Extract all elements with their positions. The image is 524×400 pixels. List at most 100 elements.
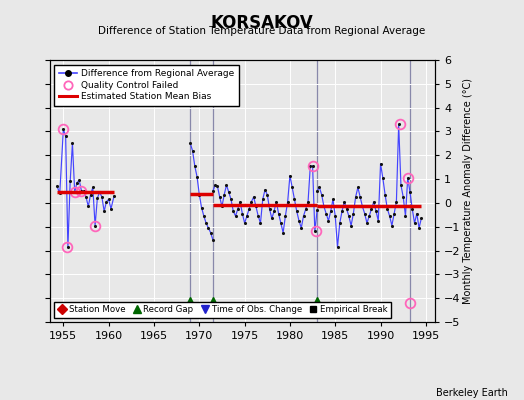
Point (410, 220, 419, 226)
Point (386, 213, 394, 219)
Point (304, 198, 312, 205)
Point (198, 204, 206, 211)
Point (95, 189, 104, 195)
Point (299, 213, 308, 219)
Point (283, 198, 292, 205)
Point (249, 194, 258, 200)
Point (193, 174, 201, 180)
Point (333, 244, 342, 250)
Point (265, 206, 274, 212)
Point (229, 208, 237, 214)
Point (104, 196, 113, 202)
Point (56, 190, 64, 196)
Point (268, 215, 276, 222)
Point (236, 198, 244, 205)
Point (415, 225, 423, 231)
Point (326, 208, 335, 214)
Point (349, 210, 357, 217)
Point (379, 175, 387, 181)
Point (227, 196, 235, 202)
Point (213, 183, 222, 190)
Point (263, 191, 271, 198)
Point (258, 196, 267, 202)
Point (376, 160, 385, 167)
Point (338, 208, 346, 214)
Point (243, 213, 251, 219)
Text: KORSAKOV: KORSAKOV (211, 14, 313, 32)
Point (75, 177, 83, 184)
Point (84, 203, 93, 210)
Point (241, 220, 249, 226)
Point (71, 189, 79, 195)
Point (358, 203, 367, 210)
Point (356, 194, 364, 200)
Point (361, 210, 369, 217)
Point (191, 163, 199, 169)
Point (365, 213, 374, 219)
Point (209, 237, 217, 243)
Point (220, 191, 228, 198)
Point (320, 203, 328, 210)
Point (383, 206, 391, 212)
Point (388, 222, 396, 229)
Point (218, 203, 226, 210)
Point (354, 184, 362, 191)
Point (107, 206, 115, 212)
Point (295, 218, 303, 224)
Point (270, 208, 278, 214)
Point (100, 208, 108, 214)
Point (61, 133, 70, 140)
Point (256, 220, 265, 226)
Point (403, 175, 412, 181)
Point (211, 182, 220, 188)
Point (417, 215, 425, 222)
Point (290, 196, 299, 202)
Point (188, 147, 196, 154)
Point (272, 198, 280, 205)
Point (315, 184, 324, 191)
Point (59, 126, 68, 132)
Point (309, 163, 317, 169)
Point (275, 210, 283, 217)
Point (200, 213, 208, 219)
Text: Difference of Station Temperature Data from Regional Average: Difference of Station Temperature Data f… (99, 26, 425, 36)
Point (313, 207, 321, 213)
Point (66, 178, 74, 185)
Point (245, 206, 253, 212)
Point (406, 189, 414, 195)
Point (313, 188, 321, 194)
Point (374, 218, 383, 224)
Point (234, 206, 242, 212)
Point (292, 208, 301, 214)
Legend: Station Move, Record Gap, Time of Obs. Change, Empirical Break: Station Move, Record Gap, Time of Obs. C… (54, 302, 391, 318)
Point (392, 198, 400, 205)
Point (225, 189, 233, 195)
Point (80, 188, 88, 194)
Point (202, 220, 210, 226)
Point (82, 194, 90, 200)
Point (93, 195, 102, 201)
Point (329, 196, 337, 202)
Point (64, 244, 72, 250)
Point (335, 220, 344, 226)
Point (247, 198, 256, 205)
Point (342, 206, 351, 212)
Point (78, 188, 86, 194)
Point (352, 194, 360, 200)
Point (86, 191, 95, 198)
Point (102, 198, 111, 205)
Point (297, 225, 305, 231)
Point (252, 203, 260, 210)
Point (97, 194, 106, 200)
Point (206, 230, 215, 236)
Point (322, 210, 330, 217)
Point (195, 191, 203, 198)
Point (302, 206, 310, 212)
Point (412, 210, 421, 217)
Point (381, 191, 389, 198)
Point (261, 187, 269, 193)
Point (306, 163, 314, 169)
Point (53, 183, 61, 190)
Point (345, 213, 353, 219)
Point (395, 121, 403, 128)
